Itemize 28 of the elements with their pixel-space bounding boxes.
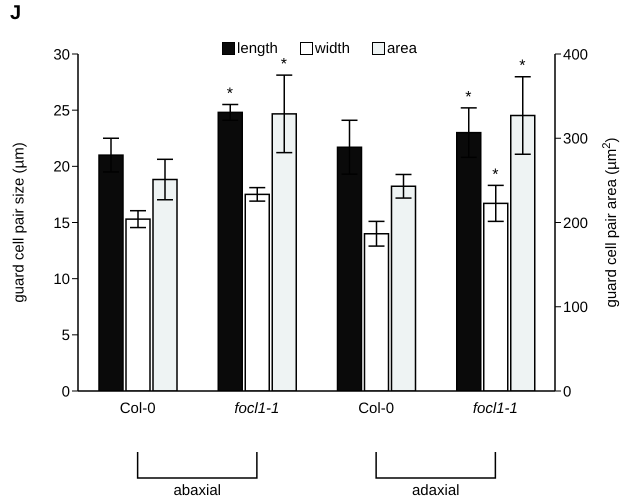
legend-label: area — [386, 40, 417, 57]
y-tick-label: 10 — [53, 270, 70, 288]
text: abaxial — [173, 482, 222, 499]
y-tick-label: 15 — [53, 214, 70, 232]
x-tick-label: focl1-1 — [234, 400, 280, 417]
annotation: * — [492, 166, 498, 184]
y-tick-label: 20 — [53, 158, 70, 176]
annotation: * — [226, 86, 233, 103]
y2-tick-label: 0 — [563, 383, 572, 400]
y-tick-label: 30 — [53, 46, 70, 64]
y-tick-label: 5 — [62, 327, 70, 344]
text: adaxial — [412, 482, 460, 499]
legend-label: width — [314, 40, 350, 57]
x-tick-label: focl1-1 — [472, 400, 518, 417]
y2-tick-label: 100 — [563, 299, 588, 316]
y2-tick-label: 200 — [563, 214, 588, 232]
y2-tick-label: 400 — [563, 46, 588, 64]
y-axis-title: guard cell pair size (µm) — [10, 142, 28, 303]
x-tick-label: Col-0 — [120, 400, 156, 417]
annotation: * — [280, 56, 287, 74]
y2-tick-label: 300 — [563, 130, 588, 148]
chart-title: J — [10, 2, 22, 25]
x-tick-label: Col-0 — [358, 400, 394, 417]
annotation: * — [465, 88, 472, 106]
annotation: * — [519, 58, 526, 75]
y-tick-label: 25 — [53, 102, 70, 120]
legend-label: length — [237, 40, 278, 57]
y-tick-label: 0 — [62, 383, 70, 400]
